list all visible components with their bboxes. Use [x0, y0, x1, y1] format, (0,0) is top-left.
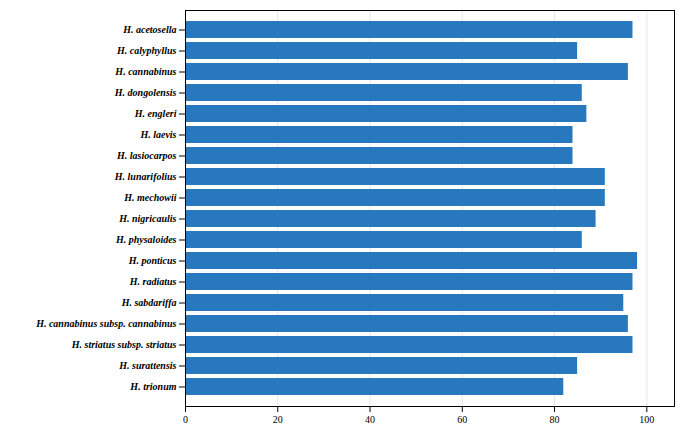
svg-text:H. acetosella: H. acetosella: [122, 24, 176, 35]
svg-text:H. ponticus: H. ponticus: [128, 255, 177, 266]
svg-text:H. mechowii: H. mechowii: [123, 192, 176, 203]
svg-text:H. lasiocarpos: H. lasiocarpos: [116, 150, 177, 161]
svg-text:80: 80: [550, 414, 560, 425]
svg-text:H. nigricaulis: H. nigricaulis: [118, 213, 176, 224]
svg-text:20: 20: [273, 414, 283, 425]
svg-text:H. calyphyllus: H. calyphyllus: [116, 45, 177, 56]
svg-text:H. engleri: H. engleri: [134, 108, 177, 119]
svg-text:60: 60: [457, 414, 467, 425]
svg-text:H. dongolensis: H. dongolensis: [114, 87, 177, 98]
svg-text:H. striatus subsp. striatus: H. striatus subsp. striatus: [71, 339, 177, 350]
svg-text:H. surattensis: H. surattensis: [118, 360, 176, 371]
svg-text:H. laevis: H. laevis: [139, 129, 176, 140]
svg-text:H. sabdariffa: H. sabdariffa: [121, 297, 177, 308]
svg-text:0: 0: [183, 414, 188, 425]
svg-text:H. trionum: H. trionum: [129, 381, 176, 392]
svg-text:H. cannabinus: H. cannabinus: [114, 66, 176, 77]
svg-text:H. radiatus: H. radiatus: [129, 276, 177, 287]
svg-text:H. cannabinus subsp. cannabinu: H. cannabinus subsp. cannabinus: [35, 318, 176, 329]
svg-text:100: 100: [639, 414, 654, 425]
svg-text:H. physaloides: H. physaloides: [115, 234, 177, 245]
svg-text:H. lunarifolius: H. lunarifolius: [114, 171, 177, 182]
svg-text:40: 40: [365, 414, 375, 425]
